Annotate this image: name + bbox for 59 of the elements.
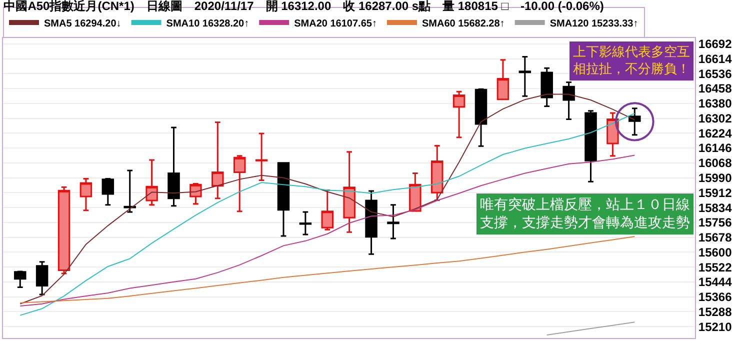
y-tick-label: 15210 [698, 320, 732, 334]
candlestick [474, 88, 488, 147]
candlestick [14, 270, 26, 288]
y-tick-label: 15756 [698, 216, 732, 230]
y-tick-label: 15522 [698, 260, 732, 274]
candlestick [255, 132, 268, 182]
candlestick [584, 110, 597, 182]
candlestick [102, 178, 114, 206]
y-tick-label: 16380 [698, 96, 732, 111]
y-tick-label: 15444 [698, 275, 732, 290]
y-tick-label: 15366 [698, 290, 732, 304]
candlestick [343, 151, 356, 233]
candlestick [562, 82, 575, 120]
y-tick-label: 16692 [698, 37, 732, 52]
candlestick [233, 155, 246, 212]
y-tick-label: 15678 [698, 230, 732, 244]
line-series [546, 322, 636, 336]
legend-label: SMA20 16107.65↑ [294, 18, 377, 30]
y-tick-label: 15834 [698, 200, 732, 215]
line-series [20, 236, 636, 304]
candlestick [496, 59, 510, 100]
candlestick [518, 56, 532, 97]
candlestick [409, 172, 422, 212]
candlestick [365, 190, 378, 255]
annotation: 唯有突破上檔反壓，站上１０日線支撐，支撐走勢才會轉為進攻走勢 [480, 197, 690, 232]
y-tick-label: 15912 [698, 186, 732, 200]
legend-label: SMA120 15233.33↑ [550, 18, 638, 30]
candlestick [321, 189, 334, 230]
y-tick-label: 15600 [698, 245, 732, 260]
y-tick-label: 15990 [698, 171, 732, 185]
candlestick [387, 204, 400, 240]
candlestick [299, 211, 312, 236]
y-tick-label: 16536 [698, 66, 732, 81]
line-series [20, 154, 636, 306]
candlestick [36, 261, 48, 296]
candlestick [212, 122, 224, 200]
candlestick [430, 145, 444, 202]
candlestick [80, 178, 92, 212]
candlestick [540, 67, 553, 108]
candlestick [190, 182, 202, 205]
y-tick-label: 15288 [698, 304, 732, 319]
y-tick-label: 16614 [698, 52, 732, 66]
chart-title: 中國A50指數近月(CN*1) 日線圖 2020/11/17 開 16312.00 收 16287.00 s點 量 180815 □ -10.00 (-0.06%) [4, 0, 604, 14]
legend-label: SMA10 16328.20↑ [166, 18, 250, 30]
annotation: 上下影線代表多空互相拉扯，不分勝負！ [573, 45, 690, 77]
candlestick [168, 126, 180, 207]
candlestick [58, 186, 70, 274]
candlestick [124, 170, 136, 213]
y-tick-label: 16068 [698, 156, 732, 170]
y-tick-label: 16146 [698, 141, 732, 156]
candlestick [628, 108, 641, 136]
candlestick [146, 159, 158, 206]
y-tick-label: 16302 [698, 111, 732, 126]
y-tick-label: 16224 [698, 126, 732, 140]
candlestick [277, 162, 290, 237]
y-tick-label: 16458 [698, 82, 732, 96]
candlestick [452, 90, 466, 138]
legend-label: SMA5 16294.20↓ [44, 18, 122, 30]
legend-label: SMA60 15682.28↑ [422, 18, 505, 30]
